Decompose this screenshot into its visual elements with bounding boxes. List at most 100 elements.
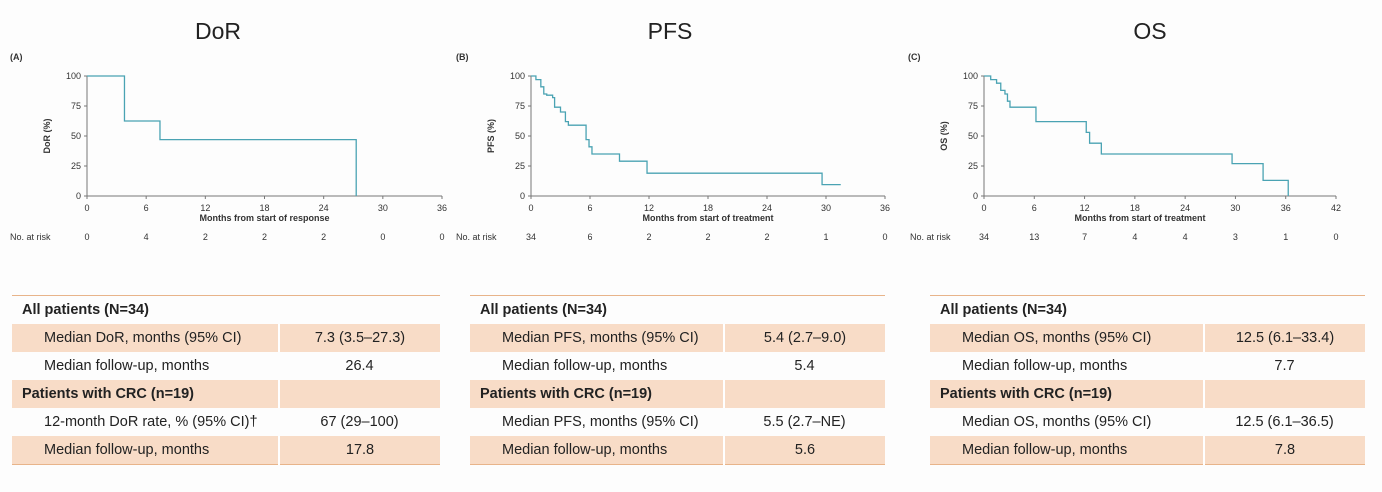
x-tick-label: 6 (144, 203, 149, 213)
at-risk-count: 0 (380, 232, 385, 242)
y-axis-label: PFS (%) (486, 119, 496, 153)
x-tick-label: 30 (378, 203, 388, 213)
x-tick-label: 24 (1180, 203, 1190, 213)
row-value: 7.8 (1204, 436, 1365, 465)
panel-label-a: (A) (10, 52, 23, 62)
x-axis-label: Months from start of treatment (642, 213, 773, 223)
at-risk-count: 4 (1183, 232, 1188, 242)
table-row: Median follow-up, months 5.4 (470, 352, 885, 380)
row-label: Patients with CRC (n=19) (930, 380, 1205, 408)
y-tick-label: 75 (968, 101, 978, 111)
at-risk-count: 4 (1132, 232, 1137, 242)
x-tick-label: 36 (880, 203, 890, 213)
at-risk-count: 2 (262, 232, 267, 242)
x-tick-label: 6 (1032, 203, 1037, 213)
at-risk-count: 7 (1082, 232, 1087, 242)
y-tick-label: 50 (71, 131, 81, 141)
row-label: Patients with CRC (n=19) (12, 380, 280, 408)
table-row: Median follow-up, months 5.6 (470, 436, 885, 465)
row-label: All patients (N=34) (22, 302, 149, 318)
row-label: Median DoR, months (95% CI) (12, 324, 280, 352)
row-value (724, 296, 885, 325)
table-section-header: All patients (N=34) (470, 296, 885, 325)
row-value (724, 380, 885, 408)
x-tick-label: 12 (1080, 203, 1090, 213)
x-tick-label: 18 (259, 203, 269, 213)
at-risk-count: 2 (646, 232, 651, 242)
table-section-header: All patients (N=34) (12, 296, 440, 325)
y-tick-label: 100 (510, 71, 525, 81)
row-label: Median OS, months (95% CI) (930, 324, 1205, 352)
y-tick-label: 0 (520, 191, 525, 201)
table-row: Median OS, months (95% CI) 12.5 (6.1–36.5… (930, 408, 1365, 436)
row-label: Median follow-up, months (502, 358, 668, 374)
row-value: 12.5 (6.1–33.4) (1204, 324, 1365, 352)
y-tick-label: 25 (71, 161, 81, 171)
row-label: Median follow-up, months (930, 436, 1205, 465)
table-row: Median follow-up, months 17.8 (12, 436, 440, 465)
x-tick-label: 24 (319, 203, 329, 213)
row-value (279, 296, 440, 325)
x-tick-label: 6 (587, 203, 592, 213)
row-value (1204, 380, 1365, 408)
row-value: 5.6 (724, 436, 885, 465)
at-risk-count: 2 (764, 232, 769, 242)
km-curve (531, 75, 841, 186)
row-value: 26.4 (345, 358, 374, 374)
y-tick-label: 0 (973, 191, 978, 201)
row-label: All patients (N=34) (940, 302, 1067, 318)
at-risk-count: 1 (1283, 232, 1288, 242)
row-value: 12.5 (6.1–36.5) (1235, 414, 1334, 430)
at-risk-count: 3 (1233, 232, 1238, 242)
chart-title-dor: DoR (194, 18, 242, 44)
at-risk-count: 2 (203, 232, 208, 242)
table-section-header: Patients with CRC (n=19) (12, 380, 440, 408)
chart-title-os: OS (1133, 18, 1167, 44)
x-tick-label: 12 (644, 203, 654, 213)
y-tick-label: 25 (515, 161, 525, 171)
y-axis-label: OS (%) (939, 121, 949, 151)
dor-summary-table: All patients (N=34) Median DoR, months (9… (12, 295, 440, 465)
row-value: 5.4 (2.7–9.0) (724, 324, 885, 352)
y-tick-label: 100 (963, 71, 978, 81)
at-risk-count: 2 (321, 232, 326, 242)
at-risk-label: No. at risk (10, 232, 51, 242)
at-risk-label: No. at risk (910, 232, 951, 242)
table-section-header: All patients (N=34) (930, 296, 1365, 325)
chart-title-pfs: PFS (647, 18, 693, 44)
x-tick-label: 18 (1130, 203, 1140, 213)
x-tick-label: 36 (437, 203, 447, 213)
row-value: 67 (29–100) (320, 414, 399, 430)
at-risk-count: 34 (979, 232, 989, 242)
table-row: Median PFS, months (95% CI) 5.5 (2.7–NE) (470, 408, 885, 436)
row-label: All patients (N=34) (480, 302, 607, 318)
row-value: 7.7 (1274, 358, 1295, 374)
row-label: Patients with CRC (n=19) (470, 380, 725, 408)
row-label: Median follow-up, months (44, 358, 210, 374)
y-tick-label: 50 (515, 131, 525, 141)
at-risk-count: 0 (84, 232, 89, 242)
x-tick-label: 30 (821, 203, 831, 213)
row-value: 5.5 (2.7–NE) (763, 414, 846, 430)
x-tick-label: 18 (703, 203, 713, 213)
x-tick-label: 30 (1230, 203, 1240, 213)
at-risk-count: 0 (882, 232, 887, 242)
x-axis-label: Months from start of treatment (1074, 213, 1205, 223)
y-tick-label: 75 (71, 101, 81, 111)
y-tick-label: 0 (76, 191, 81, 201)
km-curve (984, 75, 1289, 196)
x-tick-label: 0 (84, 203, 89, 213)
table-row: Median DoR, months (95% CI) 7.3 (3.5–27.3… (12, 324, 440, 352)
panel-label-c: (C) (908, 52, 921, 62)
table-row: Median PFS, months (95% CI) 5.4 (2.7–9.0) (470, 324, 885, 352)
x-tick-label: 36 (1281, 203, 1291, 213)
km-curve (87, 75, 357, 196)
row-value (1204, 296, 1365, 325)
table-section-header: Patients with CRC (n=19) (930, 380, 1365, 408)
os-summary-table: All patients (N=34) Median OS, months (95… (930, 295, 1365, 465)
row-label: Median OS, months (95% CI) (962, 414, 1152, 430)
at-risk-count: 1 (823, 232, 828, 242)
x-tick-label: 0 (981, 203, 986, 213)
